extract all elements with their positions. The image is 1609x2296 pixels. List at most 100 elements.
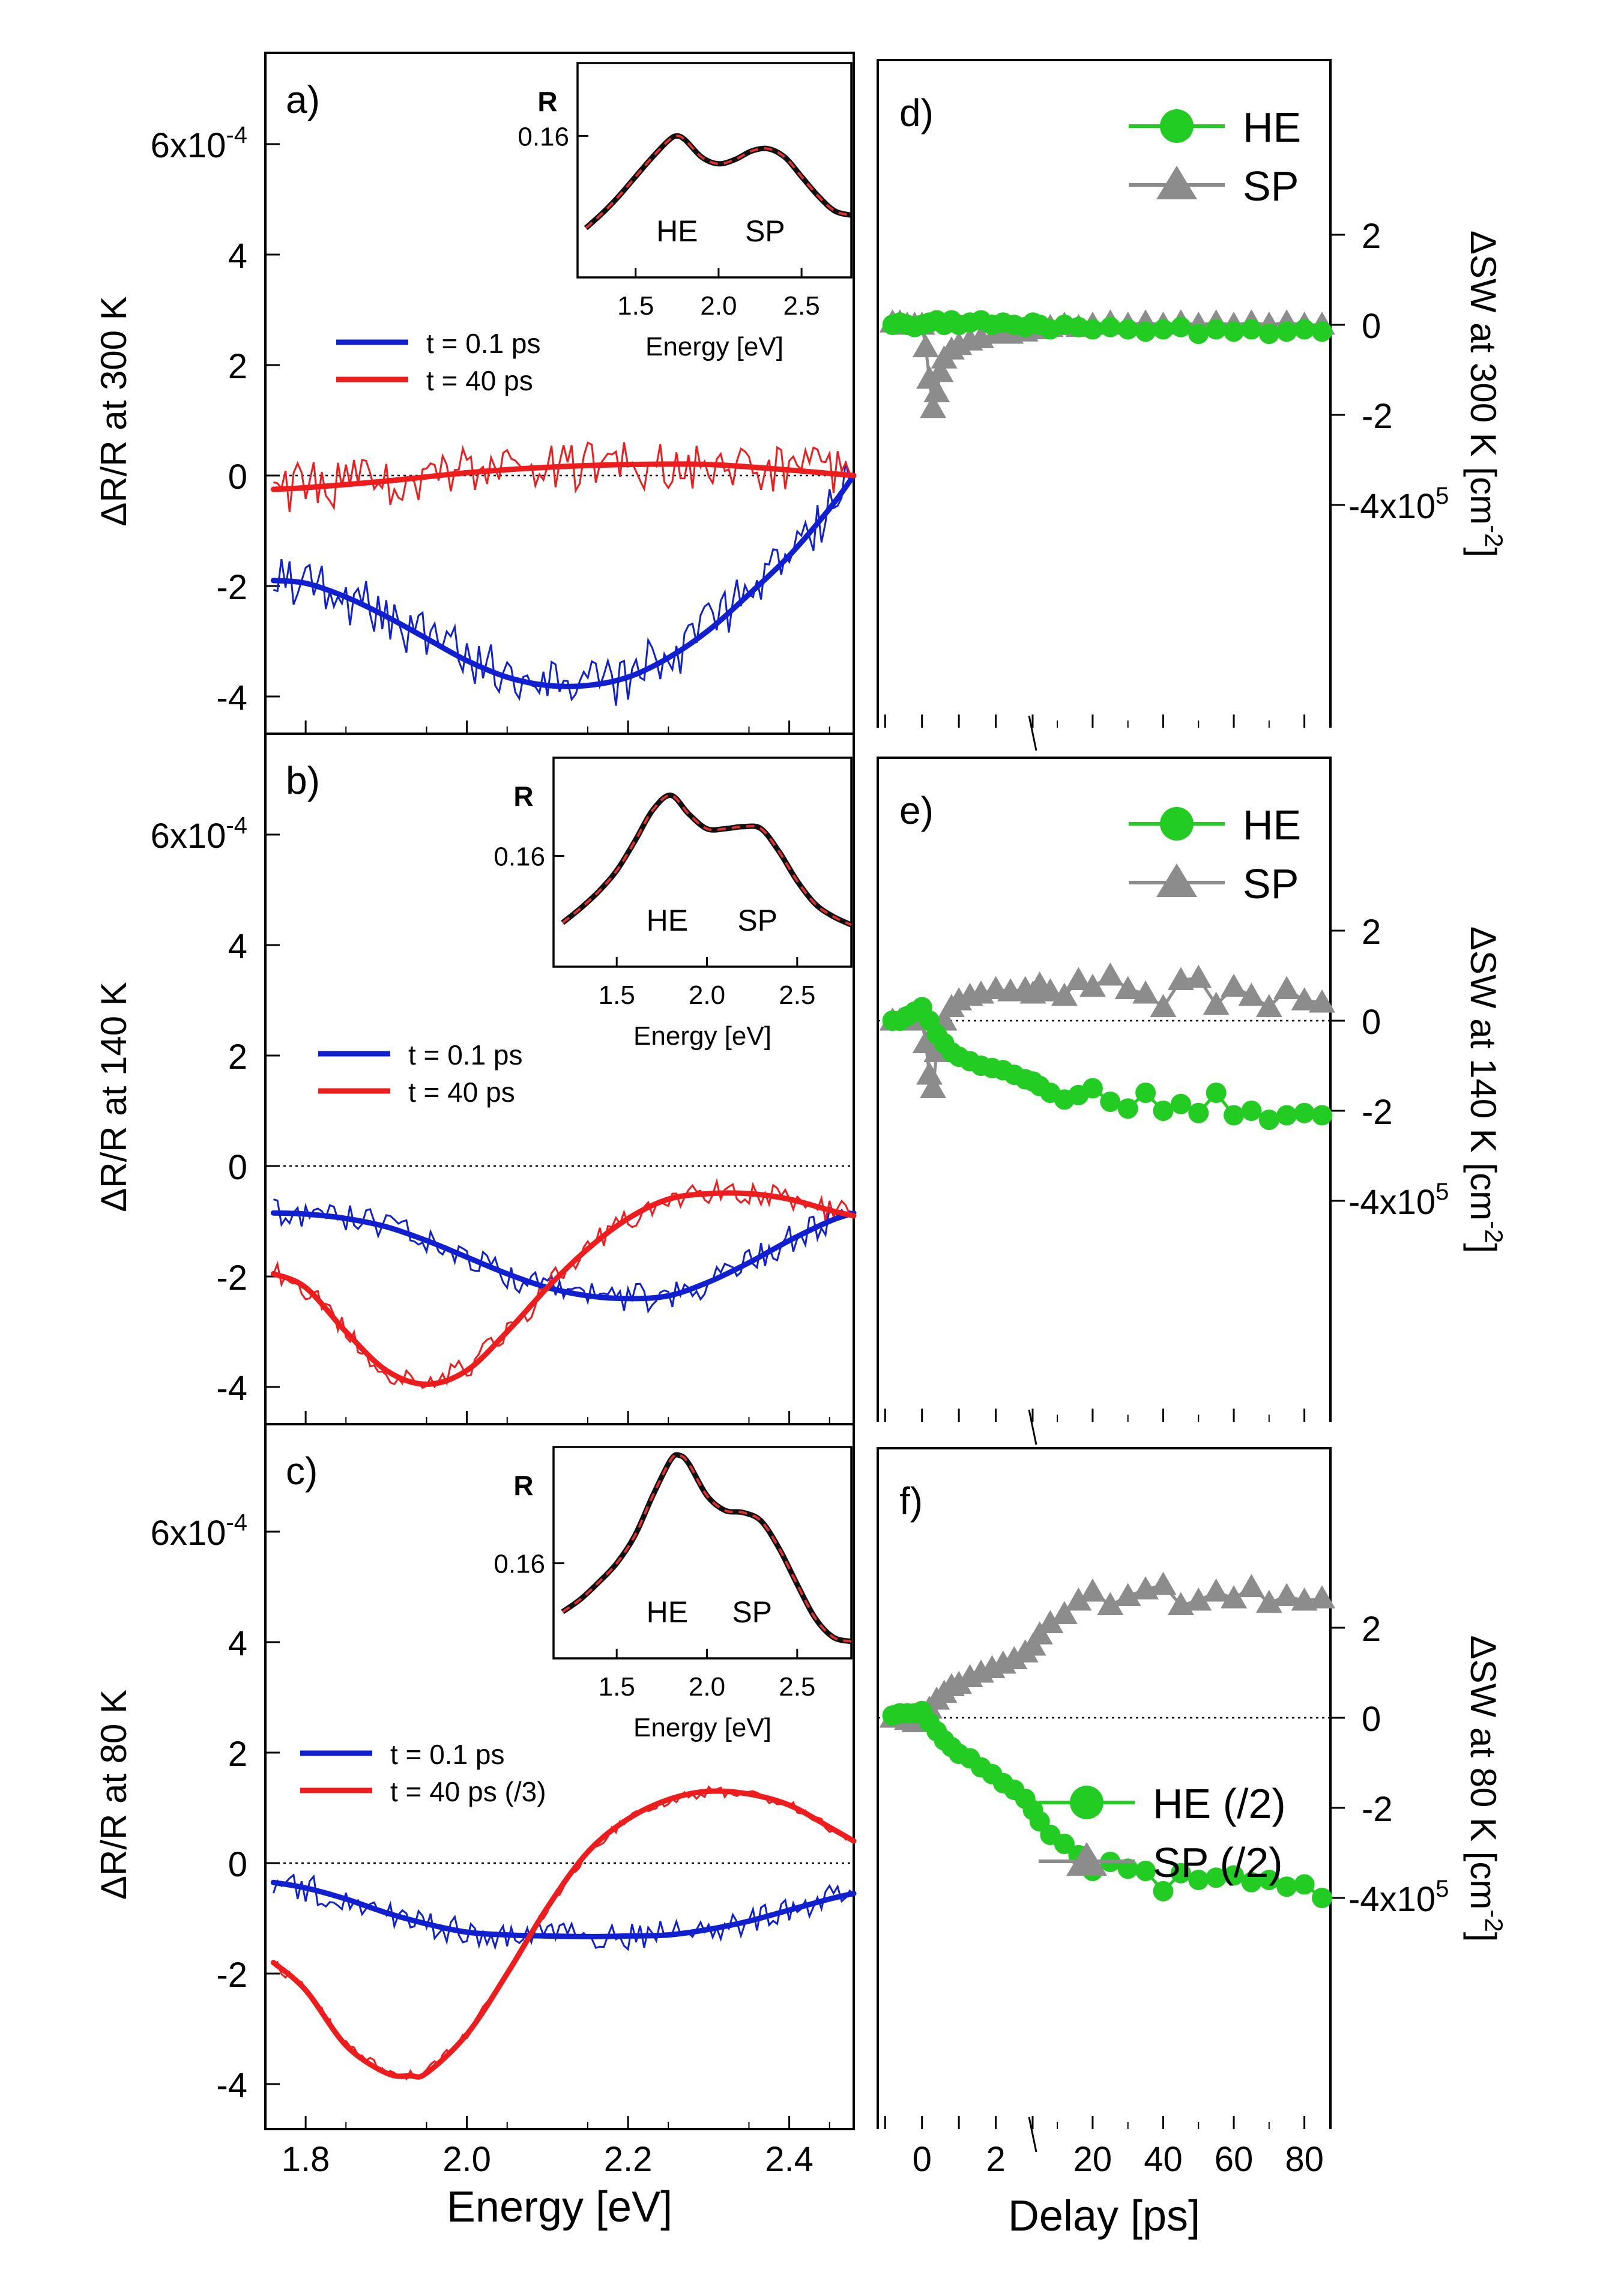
y-axis-label-close: ] (1463, 547, 1503, 557)
data-point-triangle (1221, 973, 1248, 997)
data-trace-2 (273, 1785, 855, 2081)
data-trace-2 (273, 441, 855, 513)
data-point-triangle (912, 334, 939, 357)
inset-y-tick-label: 0.16 (494, 842, 545, 872)
data-point-circle (1224, 1105, 1245, 1126)
axis-break-mark (1028, 1409, 1037, 1445)
data-point-circle (1206, 319, 1227, 340)
data-point-circle (1117, 1098, 1138, 1119)
data-point-circle (1258, 1110, 1279, 1130)
spectral-weight-panel-1: -2 0 2 -4x105 ΔSW at 300 K [cm-2] d) HE SP (877, 59, 1508, 751)
legend-label: SP (1243, 860, 1299, 907)
y-axis-label-close: ] (1463, 1932, 1503, 1942)
data-point-triangle (1114, 976, 1141, 999)
y-tick-label: 2 (1362, 1610, 1381, 1649)
panel-label: e) (899, 789, 934, 832)
data-point-circle (1312, 1105, 1332, 1126)
x-tick-label: 2.4 (765, 2140, 814, 2179)
data-point-circle (1100, 1092, 1121, 1112)
inset-panel: 1.5 2.0 2.5 0.16 R Energy [eV] HE SP (494, 757, 853, 1051)
data-point-circle (1135, 1083, 1156, 1103)
x-tick-label: 1.8 (282, 2140, 330, 2179)
data-point-triangle (1079, 1578, 1106, 1602)
y-tick-label: -4 (216, 678, 247, 718)
y-tick-label: 2 (228, 1735, 247, 1774)
y-axis-label: ΔR/R at 300 K (94, 296, 134, 527)
x-tick-label: 20 (1073, 2140, 1112, 2179)
y-exponent-power: 5 (1435, 483, 1449, 509)
y-tick-label: 2 (1362, 217, 1381, 256)
inset-peak-label: SP (732, 1595, 772, 1629)
y-axis-label-power: -2 (1480, 1221, 1508, 1243)
data-point-circle (1188, 1870, 1209, 1890)
inset-peak-label: HE (647, 1595, 688, 1629)
x-tick-label: 2 (986, 2140, 1005, 2179)
inset-y-label: R (537, 86, 557, 117)
data-point-triangle (1001, 1646, 1028, 1669)
data-point-triangle (1255, 1589, 1282, 1613)
fit-curve-1 (270, 1879, 857, 1939)
y-exponent-power: -4 (226, 1509, 247, 1536)
data-point-circle (1188, 1102, 1209, 1123)
data-point-circle (1082, 319, 1103, 340)
panel-label: a) (286, 78, 320, 121)
data-point-circle (1153, 1881, 1174, 1902)
fit-curve-2 (270, 1788, 857, 2080)
inset-x-tick-label: 2.5 (783, 291, 820, 321)
y-tick-label: 2 (228, 347, 247, 386)
data-point-circle (1170, 1862, 1191, 1884)
data-point-triangle (1221, 1585, 1248, 1609)
data-point-circle (1117, 1858, 1138, 1879)
inset-data-curve (585, 134, 852, 229)
inset-x-label: Energy [eV] (633, 1713, 771, 1742)
legend-label: t = 40 ps (426, 365, 533, 396)
y-tick-label: -2 (216, 1956, 247, 1995)
fit-curve-1 (270, 1210, 857, 1302)
inset-x-tick-label: 1.5 (599, 1672, 635, 1702)
y-tick-label: 0 (228, 458, 247, 497)
y-tick-label: -4 (216, 2066, 247, 2105)
axis-break-mark (1028, 2116, 1037, 2152)
data-point-triangle (1309, 989, 1335, 1013)
data-point-triangle (1097, 962, 1124, 986)
data-point-triangle (1238, 982, 1265, 1006)
inset-frame (552, 1446, 853, 1660)
data-point-triangle (1097, 1592, 1124, 1615)
data-point-circle (1153, 1101, 1174, 1121)
y-tick-label: 0 (1362, 307, 1381, 346)
inset-peak-label: HE (656, 214, 698, 248)
y-tick-label: 4 (228, 927, 247, 966)
data-point-triangle (1150, 994, 1177, 1017)
y-tick-label: 2 (1362, 913, 1381, 952)
y-exponent-label: 6x10-4 (151, 1509, 247, 1553)
data-point-circle (1276, 1876, 1297, 1897)
data-point-triangle (1150, 1571, 1177, 1595)
legend-label: HE (1243, 802, 1301, 848)
data-point-triangle (920, 394, 947, 418)
panel-label: b) (286, 759, 320, 802)
data-point-circle (1117, 319, 1138, 340)
data-point-triangle (1273, 1583, 1300, 1606)
inset-peak-label: SP (737, 904, 777, 937)
inset-y-label: R (513, 1470, 533, 1501)
y-exponent-label: -4x105 (1348, 483, 1449, 526)
fit-curve-1 (270, 473, 857, 689)
y-axis-label-close: ] (1463, 1243, 1503, 1253)
data-point-triangle (1185, 964, 1212, 988)
data-trace-1 (272, 1873, 855, 1951)
axis-break-mark (1028, 715, 1037, 751)
legend-marker-circle (1070, 1786, 1103, 1819)
data-point-circle (1294, 319, 1315, 340)
data-point-triangle (1037, 978, 1064, 1001)
legend-label: HE (1243, 104, 1301, 151)
y-exponent-power: -4 (226, 812, 247, 839)
legend-label: t = 0.1 ps (390, 1739, 505, 1770)
inset-x-tick-label: 1.5 (599, 980, 635, 1010)
y-tick-label: 4 (228, 237, 247, 276)
data-point-circle (1241, 1101, 1262, 1121)
y-axis-label: ΔR/R at 80 K (94, 1690, 134, 1900)
y-tick-label: 0 (1362, 1003, 1381, 1042)
data-point-circle (1206, 1083, 1227, 1103)
x-tick-label: 80 (1285, 2140, 1324, 2179)
